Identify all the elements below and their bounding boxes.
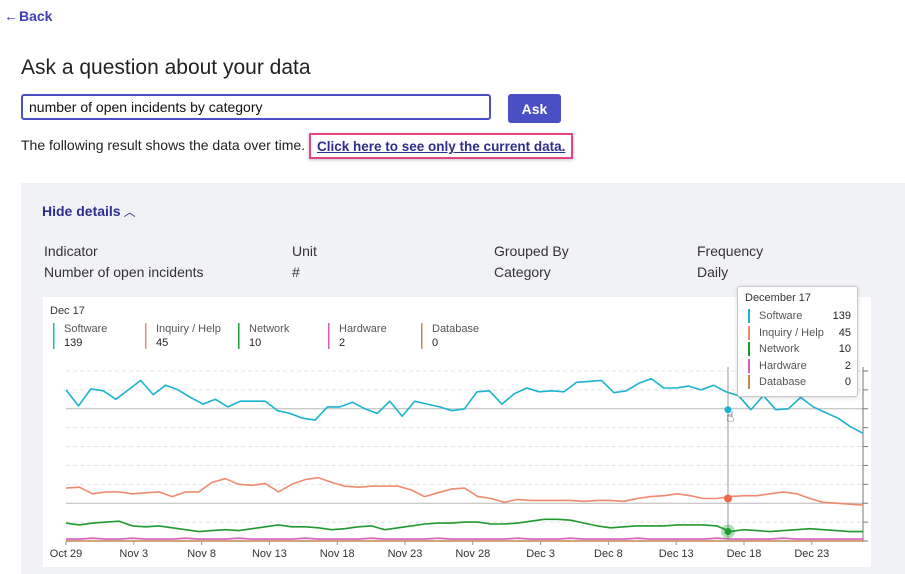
series-line-inquiry-help bbox=[65, 476, 864, 506]
legend-series-value: 139 bbox=[64, 337, 82, 349]
chevron-up-icon: ︿ bbox=[123, 205, 136, 219]
tooltip-series-name: Hardware bbox=[759, 360, 807, 372]
tooltip-row: Inquiry / Help 45 bbox=[745, 326, 851, 340]
x-tick-label: Dec 18 bbox=[727, 548, 762, 560]
tooltip-title: December 17 bbox=[745, 292, 812, 304]
legend-series-value: 10 bbox=[249, 337, 261, 349]
page-title: Ask a question about your data bbox=[21, 56, 311, 79]
unit-header: Unit bbox=[292, 243, 317, 259]
tooltip-series-name: Database bbox=[759, 376, 807, 388]
x-tick-label: Nov 13 bbox=[252, 548, 287, 560]
tooltip-series-name: Inquiry / Help bbox=[759, 327, 824, 339]
back-arrow-icon: ← bbox=[4, 8, 18, 24]
ask-button[interactable]: Ask bbox=[508, 94, 561, 123]
legend-series-value: 0 bbox=[432, 337, 438, 349]
legend-date: Dec 17 bbox=[50, 305, 85, 317]
back-label: Back bbox=[19, 8, 53, 24]
current-data-link[interactable]: Click here to see only the current data. bbox=[309, 133, 574, 159]
legend-swatch bbox=[53, 323, 55, 349]
tooltip-series-value: 139 bbox=[832, 310, 851, 322]
tooltip-series-name: Software bbox=[759, 310, 803, 322]
legend-series-name: Hardware bbox=[339, 323, 387, 335]
legend-series-name: Inquiry / Help bbox=[156, 323, 221, 335]
legend-series-name: Network bbox=[249, 323, 290, 335]
x-tick-label: Dec 8 bbox=[594, 548, 623, 560]
hover-marker bbox=[724, 406, 732, 414]
tooltip-series-value: 2 bbox=[844, 360, 851, 372]
back-link[interactable]: ←Back bbox=[4, 8, 52, 24]
grouped-by-value: Category bbox=[494, 264, 551, 280]
chart-card: Dec 17 Software 139 Inquiry / Help 45 Network… bbox=[43, 297, 871, 567]
x-tick-label: Nov 28 bbox=[455, 548, 490, 560]
x-tick-label: Dec 3 bbox=[526, 548, 555, 560]
indicator-header: Indicator bbox=[44, 243, 98, 259]
x-tick-label: Dec 23 bbox=[794, 548, 829, 560]
legend-series-value: 45 bbox=[156, 337, 168, 349]
grouped-by-header: Grouped By bbox=[494, 243, 569, 259]
x-tick-label: Nov 8 bbox=[187, 548, 216, 560]
x-tick-label: Nov 23 bbox=[388, 548, 423, 560]
hide-details-label: Hide details bbox=[42, 203, 121, 219]
tooltip-row: Software 139 bbox=[745, 309, 851, 323]
tooltip-series-value: 10 bbox=[838, 343, 851, 355]
hover-marker bbox=[724, 528, 732, 536]
tooltip-row: Database 0 bbox=[745, 375, 851, 389]
tooltip-series-name: Network bbox=[759, 343, 800, 355]
legend-series-name: Software bbox=[64, 323, 107, 335]
legend-swatch bbox=[421, 323, 423, 349]
pointer-cursor-icon: ☝ bbox=[726, 410, 735, 426]
series-line-hardware bbox=[66, 537, 863, 540]
legend-series-name: Database bbox=[432, 323, 479, 335]
tooltip-series-value: 0 bbox=[844, 376, 851, 388]
frequency-value: Daily bbox=[697, 264, 729, 280]
legend-series-value: 2 bbox=[339, 337, 345, 349]
question-input[interactable] bbox=[21, 94, 491, 120]
result-note: The following result shows the data over… bbox=[21, 137, 306, 153]
x-tick-label: Dec 13 bbox=[659, 548, 694, 560]
unit-value: # bbox=[292, 264, 300, 280]
tooltip-row: Network 10 bbox=[745, 342, 851, 356]
tooltip-row: Hardware 2 bbox=[745, 359, 851, 373]
x-tick-label: Nov 3 bbox=[119, 548, 148, 560]
series-line-software bbox=[65, 377, 864, 435]
legend-swatch bbox=[328, 323, 330, 349]
frequency-header: Frequency bbox=[697, 243, 764, 259]
legend-swatch bbox=[238, 323, 240, 349]
hide-details-toggle[interactable]: Hide details ︿ bbox=[42, 203, 136, 220]
chart-tooltip: December 17 Software 139 Inquiry / Help 45… bbox=[737, 286, 858, 397]
indicator-value: Number of open incidents bbox=[44, 264, 204, 280]
x-tick-label: Oct 29 bbox=[50, 548, 82, 560]
legend-swatch bbox=[145, 323, 147, 349]
hover-marker bbox=[724, 494, 732, 503]
line-chart[interactable]: Dec 17 Software 139 Inquiry / Help 45 Network… bbox=[43, 297, 871, 567]
tooltip-series-value: 45 bbox=[838, 327, 851, 339]
series-line-network bbox=[65, 518, 863, 533]
x-tick-label: Nov 18 bbox=[320, 548, 355, 560]
